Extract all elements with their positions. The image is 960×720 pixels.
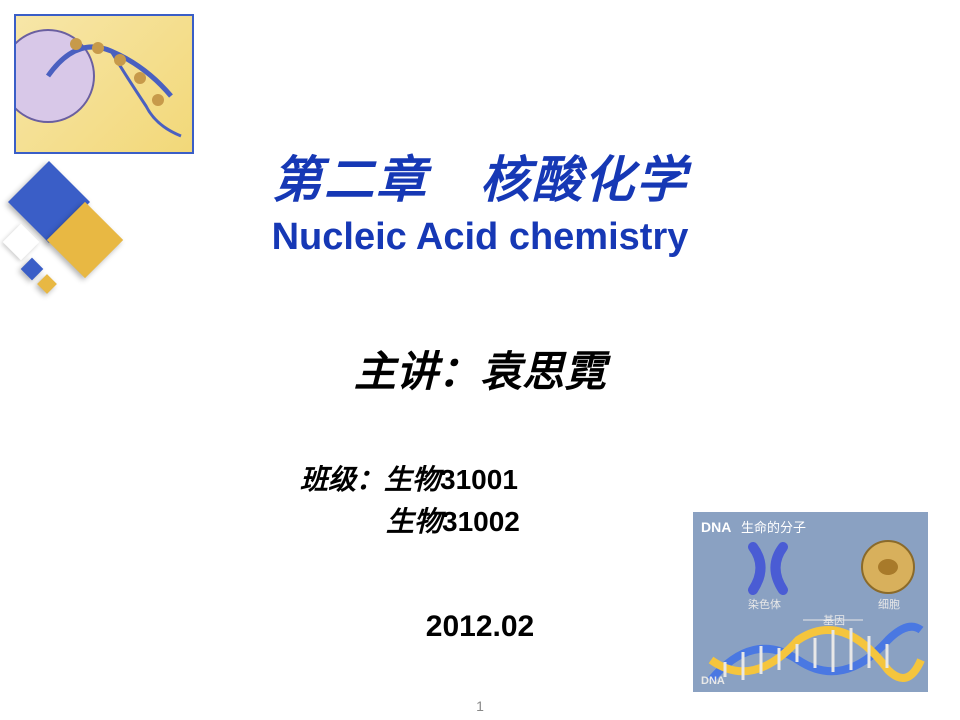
class-block: 班级：生物31001 生物31002	[300, 460, 520, 543]
chapter-title-en: Nucleic Acid chemistry	[0, 216, 960, 259]
chromatin-image	[14, 14, 194, 154]
svg-text:细胞: 细胞	[878, 598, 900, 611]
chapter-title-cn: 第二章 核酸化学	[0, 140, 960, 212]
svg-text:DNA: DNA	[701, 675, 725, 687]
lecturer-line: 主讲：袁思霓	[0, 338, 960, 399]
title-block: 第二章 核酸化学 Nucleic Acid chemistry	[0, 140, 960, 259]
dna-subtitle: 生命的分子	[741, 520, 806, 535]
page-number: 1	[476, 698, 484, 714]
svg-text:DNA: DNA	[701, 519, 731, 535]
svg-text:染色体: 染色体	[748, 597, 781, 611]
class-line-2: 生物31002	[300, 502, 520, 544]
class-line-1: 班级：生物31001	[300, 460, 520, 502]
dna-helix-image: DNA 生命的分子 染色体 细胞 基因	[693, 512, 928, 692]
